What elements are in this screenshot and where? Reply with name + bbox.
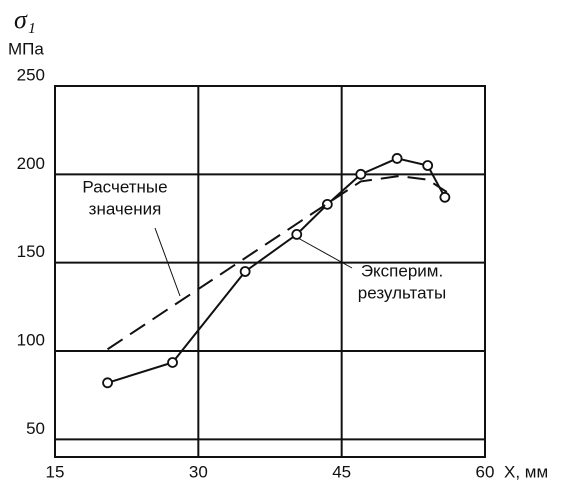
data-point — [422, 160, 434, 171]
x-tick-label: 30 — [189, 462, 208, 481]
annotation: Расчетные — [82, 177, 167, 196]
data-point — [355, 168, 367, 180]
y-tick-label: 50 — [26, 419, 45, 438]
data-point — [321, 198, 333, 210]
data-point — [167, 357, 178, 368]
annotation: Эксперим. — [361, 261, 443, 280]
data-point — [291, 228, 303, 240]
data-point — [102, 377, 113, 389]
x-tick-label: 15 — [46, 462, 65, 481]
y-tick-label: 150 — [17, 242, 45, 261]
leader-line — [154, 227, 181, 297]
data-point — [439, 191, 451, 203]
y-axis-unit: МПа — [8, 39, 44, 58]
x-tick-label: 60 — [476, 462, 495, 481]
annotation: значения — [89, 199, 162, 218]
data-point — [391, 153, 403, 164]
x-tick-label: 45 — [332, 462, 351, 481]
y-tick-label: 100 — [17, 330, 45, 349]
annotation: результаты — [358, 283, 446, 302]
y-axis-label: σ₁ — [14, 5, 36, 34]
data-point — [239, 266, 251, 277]
y-tick-label: 250 — [17, 65, 45, 84]
y-tick-label: 200 — [17, 154, 45, 173]
x-axis-label: X, мм — [504, 462, 548, 481]
data-line — [107, 175, 448, 351]
leader-line — [297, 237, 353, 269]
